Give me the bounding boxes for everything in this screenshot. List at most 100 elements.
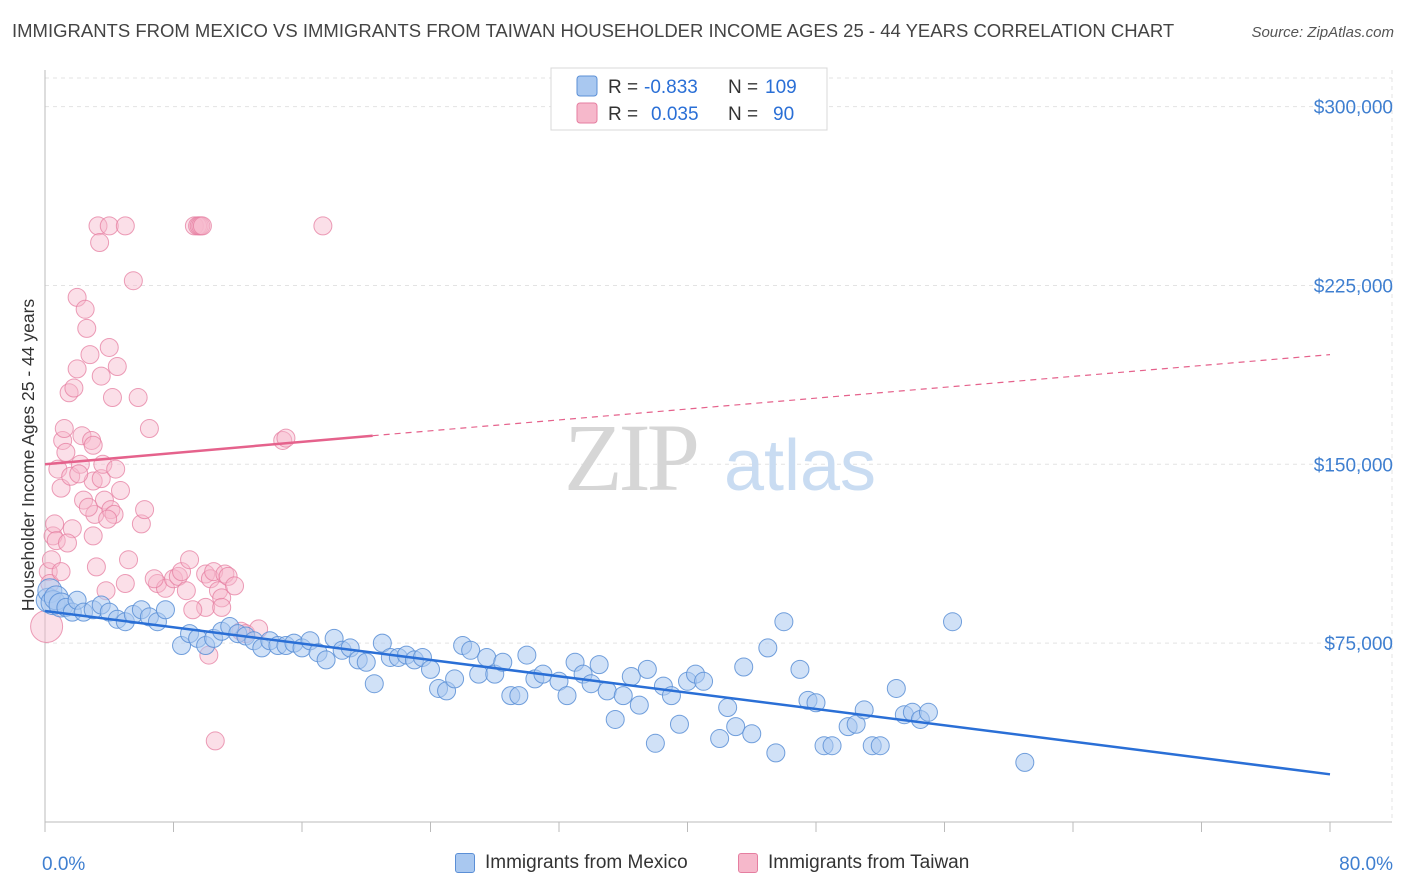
- taiwan-point-35: [94, 490, 114, 510]
- mexico-point-74: [621, 667, 641, 687]
- taiwan-point-47: [123, 271, 143, 291]
- mexico-point-73: [613, 686, 633, 706]
- taiwan-point-43: [110, 481, 130, 501]
- taiwan-point-71: [212, 588, 232, 608]
- trend-lines: [44, 354, 1331, 776]
- mexico-point-50: [421, 659, 440, 679]
- mexico-point-18: [155, 600, 175, 620]
- mexico-trend-line: [44, 609, 1331, 776]
- mexico-point-83: [694, 671, 714, 691]
- mexico-point-72: [605, 709, 625, 729]
- mexico-point-92: [790, 659, 810, 679]
- mexico-point-76: [637, 659, 657, 679]
- taiwan-point-89: [183, 600, 203, 620]
- taiwan-point-25: [83, 435, 103, 455]
- taiwan-point-46: [119, 550, 139, 570]
- y-tick-label-0: $75,000: [1324, 634, 1393, 655]
- x-tick-label-min: 0.0%: [42, 854, 85, 875]
- taiwan-point-10: [54, 419, 74, 439]
- taiwan-point-11: [56, 442, 76, 462]
- taiwan-trend-line-dashed: [372, 354, 1331, 437]
- legend-bottom-label-taiwan: Immigrants from Taiwan: [768, 852, 970, 873]
- taiwan-point-15: [64, 378, 84, 398]
- taiwan-point-75: [225, 576, 245, 596]
- y-tick-label-2: $225,000: [1314, 276, 1393, 297]
- taiwan-trend-line-solid: [44, 434, 373, 466]
- y-tick-label-1: $150,000: [1314, 455, 1393, 476]
- mexico-point-70: [589, 655, 609, 675]
- taiwan-point-6: [46, 531, 66, 551]
- watermark: ZIP atlas: [564, 404, 876, 511]
- legend-bottom-label-mexico: Immigrants from Mexico: [485, 852, 688, 873]
- mexico-point-86: [726, 717, 746, 737]
- legend-bottom-swatch-taiwan: [738, 853, 758, 873]
- taiwan-point-69: [205, 731, 225, 751]
- legend-item-taiwan: Immigrants from Taiwan: [738, 852, 969, 874]
- legend-bottom-swatch-mexico: [455, 853, 475, 873]
- taiwan-point-63: [192, 216, 212, 236]
- mexico-point-59: [493, 652, 513, 672]
- taiwan-point-14: [62, 519, 82, 539]
- mexico-point-66: [557, 686, 577, 706]
- mexico-point-108: [1015, 752, 1035, 772]
- mexico-point-62: [517, 645, 537, 665]
- taiwan-point-22: [77, 318, 97, 338]
- taiwan-point-88: [144, 569, 164, 589]
- taiwan-point-42: [107, 357, 127, 377]
- mexico-point-44: [372, 633, 392, 653]
- mexico-point-90: [766, 743, 786, 763]
- mexico-point-71: [597, 681, 617, 701]
- mexico-point-88: [742, 724, 762, 744]
- mexico-point-53: [445, 669, 465, 689]
- legend-n-label-mexico: N =: [728, 77, 758, 98]
- mexico-point-69: [581, 674, 601, 694]
- mexico-point-75: [629, 695, 649, 715]
- taiwan-points: [30, 216, 333, 751]
- taiwan-point-58: [180, 550, 200, 570]
- mexico-point-43: [364, 674, 384, 694]
- legend-swatch-mexico: [576, 75, 598, 97]
- taiwan-point-49: [131, 514, 151, 534]
- taiwan-point-48: [128, 388, 148, 408]
- mexico-point-106: [918, 702, 938, 722]
- mexico-point-84: [710, 729, 730, 749]
- taiwan-point-53: [155, 578, 175, 598]
- taiwan-point-38: [99, 337, 119, 357]
- taiwan-point-57: [176, 581, 196, 601]
- taiwan-point-19: [72, 426, 92, 446]
- taiwan-point-74: [218, 566, 238, 586]
- mexico-point-42: [356, 652, 376, 672]
- taiwan-point-37: [99, 216, 119, 236]
- taiwan-point-40: [102, 388, 122, 408]
- y-tick-label-3: $300,000: [1314, 98, 1393, 119]
- taiwan-point-30: [88, 216, 108, 236]
- watermark-atlas: atlas: [724, 426, 876, 506]
- taiwan-point-44: [115, 574, 135, 594]
- taiwan-point-83: [57, 533, 77, 553]
- mexico-point-107: [943, 612, 963, 632]
- chart-title: IMMIGRANTS FROM MEXICO VS IMMIGRANTS FRO…: [12, 20, 1175, 41]
- taiwan-point-87: [106, 459, 126, 479]
- taiwan-point-82: [51, 562, 71, 582]
- mexico-point-102: [886, 678, 906, 698]
- taiwan-point-86: [98, 509, 118, 529]
- taiwan-point-29: [86, 557, 106, 577]
- mexico-point-91: [774, 612, 794, 632]
- x-tick-label-max: 80.0%: [1339, 854, 1393, 875]
- taiwan-point-27: [83, 526, 103, 546]
- taiwan-point-54: [164, 569, 183, 589]
- legend-r-label-taiwan: R =: [608, 104, 638, 125]
- taiwan-point-32: [91, 366, 111, 386]
- axes: [44, 70, 1392, 832]
- source-label: Source: ZipAtlas.com: [1251, 24, 1394, 41]
- mexico-point-87: [734, 657, 754, 677]
- mexico-point-96: [822, 736, 842, 756]
- y-axis-label: Householder Income Ages 25 - 44 years: [18, 299, 38, 612]
- taiwan-point-81: [313, 216, 333, 236]
- legend-r-label-mexico: R =: [608, 77, 638, 98]
- watermark-zip: ZIP: [564, 404, 697, 511]
- taiwan-point-68: [204, 562, 224, 582]
- legend-item-mexico: Immigrants from Mexico: [455, 852, 688, 874]
- taiwan-point-23: [80, 345, 100, 365]
